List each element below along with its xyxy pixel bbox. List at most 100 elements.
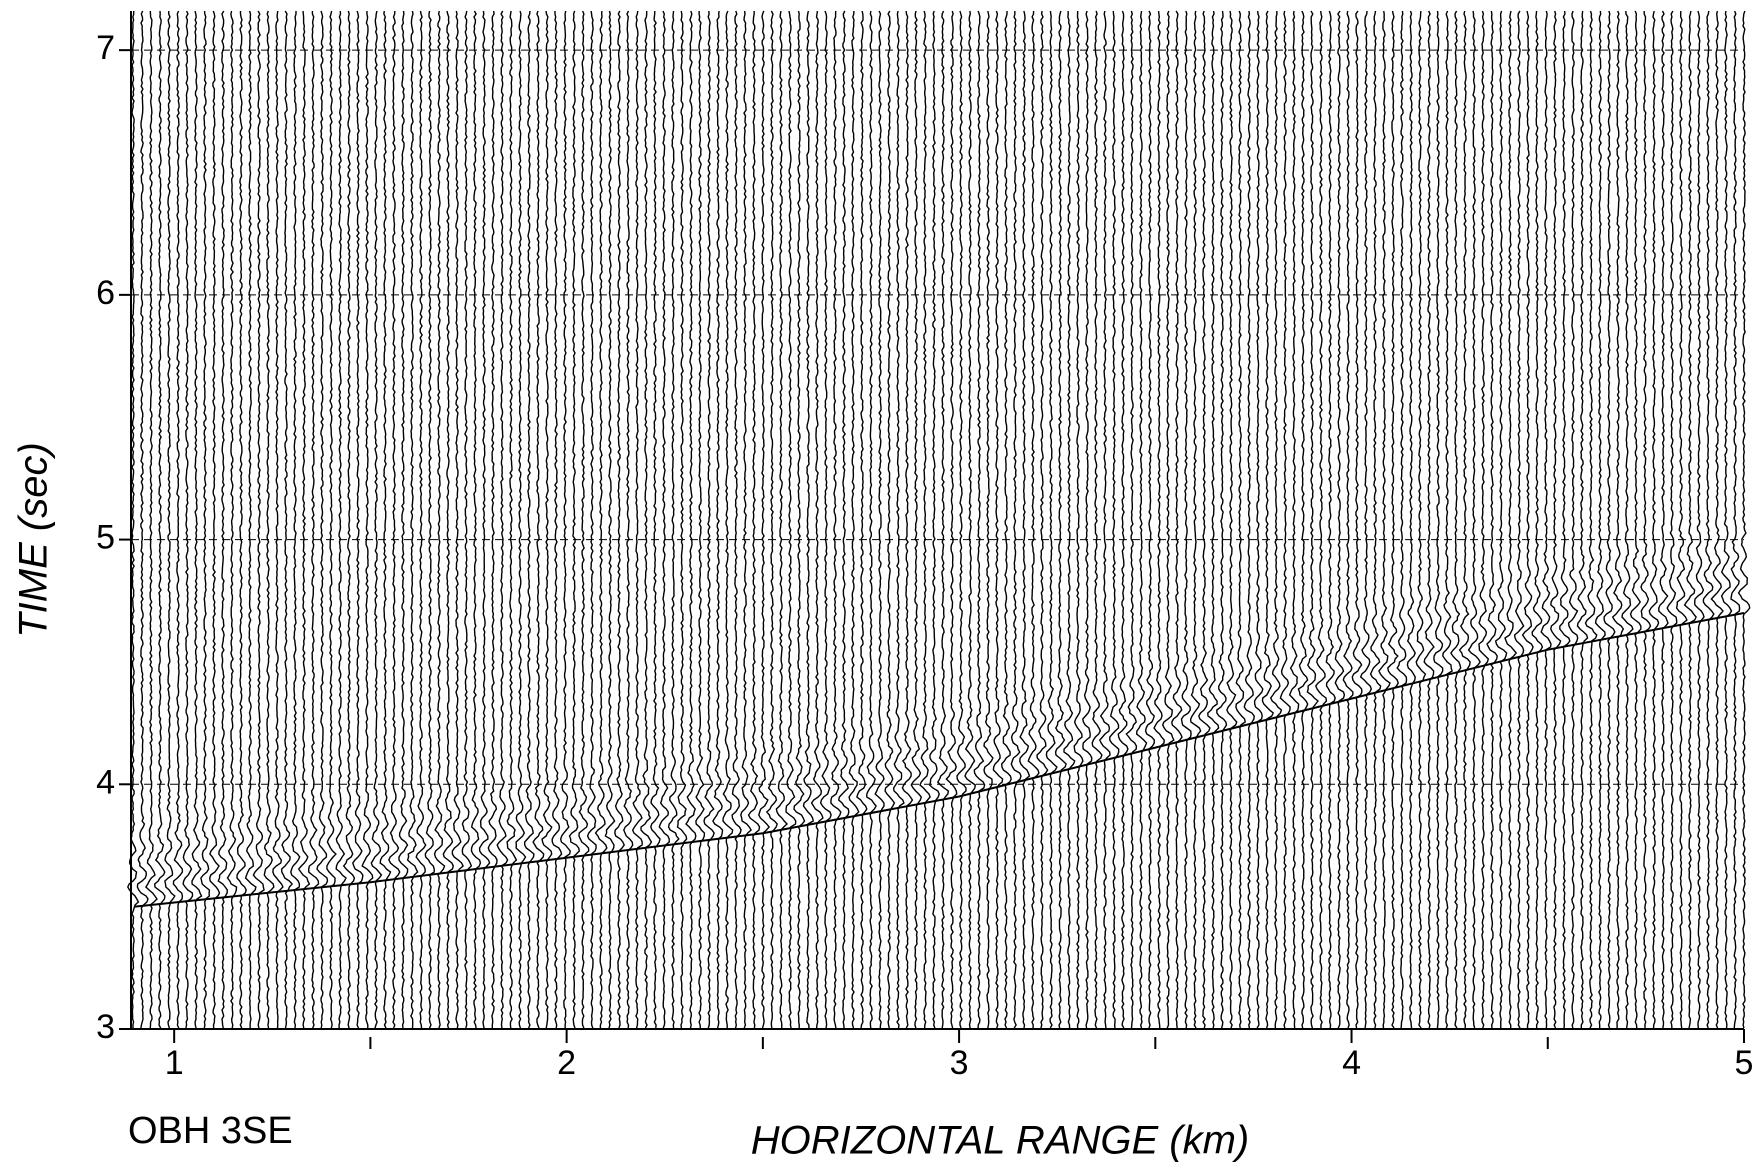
trace — [919, 10, 931, 1029]
trace — [144, 10, 158, 1029]
trace — [695, 11, 706, 1029]
trace — [1010, 10, 1022, 1029]
trace — [945, 10, 958, 1029]
trace — [1423, 10, 1435, 1029]
trace — [1235, 10, 1246, 1029]
annotation: OBH 3SE — [128, 1110, 293, 1152]
trace — [973, 10, 986, 1029]
trace — [1297, 10, 1309, 1029]
trace — [136, 10, 149, 1029]
trace — [451, 10, 464, 1029]
trace — [765, 10, 779, 1029]
trace — [964, 10, 977, 1029]
trace — [1180, 10, 1192, 1029]
trace — [722, 10, 734, 1028]
y-tick-label: 6 — [96, 274, 115, 312]
trace — [200, 10, 211, 1029]
trace — [623, 10, 634, 1029]
trace — [1091, 10, 1103, 1029]
trace — [1710, 10, 1724, 1029]
trace — [398, 10, 409, 1029]
trace — [1683, 10, 1697, 1029]
trace — [856, 10, 868, 1029]
trace — [1415, 10, 1427, 1029]
trace — [1198, 10, 1211, 1029]
trace — [1603, 10, 1616, 1029]
trace — [775, 10, 788, 1029]
trace — [342, 10, 356, 1029]
trace — [297, 10, 311, 1029]
trace — [1629, 10, 1642, 1029]
trace — [712, 10, 724, 1029]
trace — [1648, 10, 1660, 1029]
trace — [541, 10, 553, 1029]
trace — [1243, 10, 1255, 1029]
trace — [594, 10, 608, 1028]
trace — [983, 10, 994, 1029]
trace — [1288, 10, 1300, 1029]
trace — [524, 10, 535, 1029]
trace — [936, 10, 950, 1029]
trace — [1720, 10, 1733, 1029]
trace — [1450, 10, 1462, 1029]
trace — [316, 10, 329, 1029]
trace — [676, 10, 688, 1029]
trace — [433, 10, 446, 1029]
trace — [1702, 10, 1715, 1029]
trace — [290, 11, 301, 1029]
trace — [1531, 10, 1544, 1029]
trace — [1675, 10, 1688, 1029]
trace — [884, 10, 896, 1029]
y-tick-label: 4 — [96, 763, 115, 801]
trace — [1396, 10, 1408, 1029]
trace — [164, 10, 176, 1029]
trace — [910, 10, 923, 1029]
trace — [461, 10, 473, 1029]
trace — [640, 11, 653, 1029]
trace — [1125, 10, 1138, 1029]
x-tick-label: 4 — [1342, 1044, 1361, 1082]
trace — [837, 10, 850, 1029]
trace — [1000, 11, 1012, 1029]
trace — [252, 10, 265, 1029]
trace — [1019, 10, 1031, 1029]
x-tick-label: 2 — [557, 1044, 576, 1082]
trace — [802, 10, 814, 1028]
trace — [379, 10, 392, 1029]
trace — [1314, 10, 1328, 1029]
trace — [1433, 10, 1444, 1029]
trace — [1082, 10, 1093, 1029]
y-axis-label: TIME (sec) — [12, 442, 56, 638]
trace — [1351, 10, 1363, 1029]
trace — [956, 10, 967, 1029]
trace — [415, 10, 427, 1029]
trace — [892, 10, 905, 1029]
trace — [1666, 10, 1678, 1029]
trace — [1513, 10, 1525, 1029]
trace — [1216, 10, 1228, 1029]
trace — [703, 10, 715, 1029]
trace — [388, 10, 401, 1029]
trace — [1207, 10, 1220, 1029]
trace — [1027, 10, 1040, 1029]
x-tick-label: 3 — [950, 1044, 969, 1082]
trace — [1478, 10, 1490, 1029]
trace — [1369, 10, 1382, 1029]
trace — [208, 10, 221, 1029]
trace — [217, 10, 229, 1029]
trace — [1189, 10, 1202, 1029]
trace — [1540, 10, 1552, 1029]
trace — [928, 10, 940, 1029]
y-tick-label: 7 — [96, 29, 115, 67]
trace — [1486, 10, 1498, 1029]
trace — [1054, 10, 1067, 1029]
y-tick-label: 5 — [96, 519, 115, 557]
trace — [874, 10, 885, 1029]
trace — [578, 10, 590, 1029]
trace — [1504, 10, 1518, 1028]
trace — [1359, 10, 1373, 1029]
trace — [352, 10, 364, 1029]
trace — [1458, 10, 1471, 1029]
trace — [1611, 10, 1625, 1028]
